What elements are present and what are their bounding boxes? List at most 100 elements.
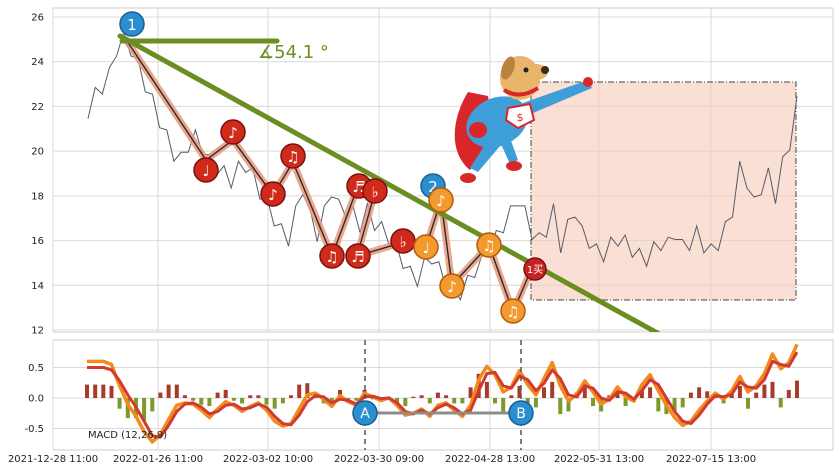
macd-histogram-bar: [501, 398, 506, 412]
marker-red: ♫: [280, 143, 306, 169]
macd-histogram-bar: [656, 398, 661, 412]
marker-red: ♩: [193, 157, 219, 183]
macd-histogram-bar: [207, 398, 212, 407]
macd-histogram-bar: [199, 398, 204, 405]
x-tick-label: 2022-04-28 13:00: [445, 454, 535, 465]
macd-y-tick-label: 0.0: [28, 394, 44, 405]
macd-histogram-bar: [142, 398, 147, 421]
marker-orange: ♪: [439, 273, 465, 299]
macd-histogram-bar: [231, 398, 236, 401]
axis-labels-layer: 2021-12-28 11:00 2022-01-26 11:00 2022-03-…: [8, 13, 756, 466]
macd-histogram-bar: [264, 398, 269, 405]
price-y-tick-label: 26: [31, 13, 44, 24]
price-y-tick-label: 24: [31, 57, 44, 68]
macd-histogram-bar: [248, 395, 253, 398]
macd-histogram-bar: [125, 398, 130, 419]
macd-histogram-bar: [256, 395, 261, 398]
macd-histogram-bar: [705, 391, 710, 398]
marker-orange: ♩: [413, 234, 439, 260]
marker-circle: [280, 143, 306, 169]
marker-red: ♪: [260, 181, 286, 207]
x-tick-label: 2022-07-15 13:00: [666, 454, 756, 465]
marker-circle: [193, 157, 219, 183]
macd-histogram-bar: [484, 381, 489, 398]
macd-histogram-bar: [476, 373, 481, 398]
macd-histogram-bar: [786, 389, 791, 398]
divergence-marker: B: [508, 400, 534, 426]
x-tick-label: 2022-03-02 10:00: [223, 454, 313, 465]
price-y-tick-label: 14: [31, 281, 44, 292]
marker-label: ♫: [286, 148, 299, 166]
macd-histogram-bar: [444, 395, 449, 398]
marker-circle: [523, 257, 547, 281]
macd-line: [87, 343, 799, 444]
macd-histogram-bar: [272, 398, 277, 409]
signal-line: [87, 351, 799, 439]
marker-label: ♫: [506, 303, 519, 321]
svg-text:$: $: [517, 111, 524, 124]
macd-histogram-bar: [223, 389, 228, 398]
marker-circle: [119, 11, 145, 37]
macd-histogram-bar: [754, 392, 759, 398]
trend-line: [117, 33, 661, 332]
marker-label: 1: [127, 16, 137, 34]
divergence-marker-circle: [352, 400, 378, 426]
marker-orange: ♪: [428, 187, 454, 213]
marker-label: ♪: [268, 186, 278, 204]
marker-red: ♭: [390, 228, 416, 254]
divergence-marker: A: [352, 400, 378, 426]
macd-histogram-bar: [174, 384, 179, 398]
marker-red: ♬: [345, 243, 371, 269]
x-tick-label: 2022-05-31 13:00: [554, 454, 644, 465]
macd-histogram-bar: [395, 398, 400, 404]
macd-histogram-bar: [688, 392, 693, 398]
price-y-tick-label: 22: [31, 102, 44, 113]
macd-histogram-bar: [166, 384, 171, 398]
price-y-tick-label: 20: [31, 147, 44, 158]
marker-label: ♫: [482, 237, 495, 255]
x-tick-label: 2022-01-26 11:00: [113, 454, 203, 465]
marker-label: ♫: [325, 248, 338, 266]
macd-histogram-bar: [240, 398, 245, 404]
macd-histogram-bar: [648, 387, 653, 398]
marker-circle: [500, 298, 526, 324]
macd-histogram-bar: [452, 398, 457, 404]
macd-histogram-bar: [85, 384, 89, 398]
macd-histogram-bar: [566, 398, 571, 412]
macd-histogram-bar: [680, 398, 685, 408]
macd-histogram-bar: [509, 395, 514, 398]
marker-label: ♪: [436, 192, 446, 210]
marker-circle: [362, 178, 388, 204]
marker-red: ♪: [220, 119, 246, 145]
marker-orange: ♫: [500, 298, 526, 324]
macd-histogram-bar: [117, 398, 122, 409]
macd-histogram-bar: [158, 392, 163, 398]
macd-histogram-bar: [101, 384, 106, 398]
macd-histogram-bar: [533, 398, 538, 408]
macd-histogram-bar: [762, 384, 767, 398]
macd-histogram-bar: [93, 384, 98, 398]
macd-histogram-bar: [280, 398, 285, 404]
macd-histogram-bar: [403, 398, 408, 407]
macd-histogram-bar: [591, 398, 595, 407]
macd-histogram-bar: [215, 392, 220, 398]
macd-histogram-bar: [558, 398, 563, 415]
divergence-marker-label: A: [360, 406, 370, 422]
macd-histogram-bar: [411, 396, 416, 398]
macd-histogram-bar: [427, 398, 432, 404]
macd-histogram-bar: [493, 398, 497, 404]
macd-histogram-bar: [672, 398, 677, 412]
marker-orange: ♫: [476, 232, 502, 258]
highlight-box: [530, 81, 797, 301]
marker-circle: [428, 187, 454, 213]
macd-histogram-bar: [289, 395, 293, 398]
macd-histogram-bar: [468, 387, 473, 398]
macd-histogram-bar: [191, 398, 196, 401]
macd-histogram-bar: [778, 398, 783, 408]
marker-circle: [345, 243, 371, 269]
macd-histogram-bar: [109, 385, 114, 398]
marker-buy: 1买: [523, 257, 547, 281]
marker-label: 2: [428, 178, 438, 196]
